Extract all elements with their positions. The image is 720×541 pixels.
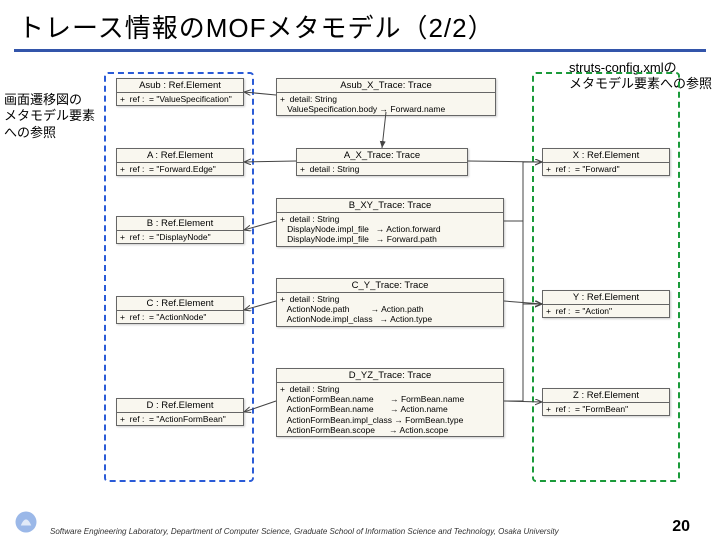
uml-Z: Z : Ref.Element+ ref : = "FormBean" [542, 388, 670, 416]
uml-AsubXT: Asub_X_Trace: Trace+ detail: String Valu… [276, 78, 496, 116]
footer: Software Engineering Laboratory, Departm… [50, 518, 690, 536]
diagram-canvas: 画面遷移図の メタモデル要素 への参照 struts-config.xmlの メ… [14, 58, 706, 498]
slide-title: トレース情報のMOFメタモデル（2/2） [0, 0, 720, 49]
uml-A: A : Ref.Element+ ref : = "Forward.Edge" [116, 148, 244, 176]
title-rule [14, 49, 706, 52]
left-annotation: 画面遷移図の メタモデル要素 への参照 [4, 92, 95, 141]
uml-D: D : Ref.Element+ ref : = "ActionFormBean… [116, 398, 244, 426]
uml-BXYT: B_XY_Trace: Trace+ detail : String Displ… [276, 198, 504, 247]
right-ref-group [532, 72, 680, 482]
page-number: 20 [672, 518, 690, 536]
uml-B: B : Ref.Element+ ref : = "DisplayNode" [116, 216, 244, 244]
uml-C: C : Ref.Element+ ref : = "ActionNode" [116, 296, 244, 324]
uml-Y: Y : Ref.Element+ ref : = "Action" [542, 290, 670, 318]
university-logo [12, 508, 40, 536]
uml-X: X : Ref.Element+ ref : = "Forward" [542, 148, 670, 176]
footer-text: Software Engineering Laboratory, Departm… [50, 527, 559, 536]
uml-DYZT: D_YZ_Trace: Trace+ detail : String Actio… [276, 368, 504, 437]
uml-AXT: A_X_Trace: Trace+ detail : String [296, 148, 468, 176]
uml-Asub: Asub : Ref.Element+ ref : = "ValueSpecif… [116, 78, 244, 106]
uml-CYT: C_Y_Trace: Trace+ detail : String Action… [276, 278, 504, 327]
